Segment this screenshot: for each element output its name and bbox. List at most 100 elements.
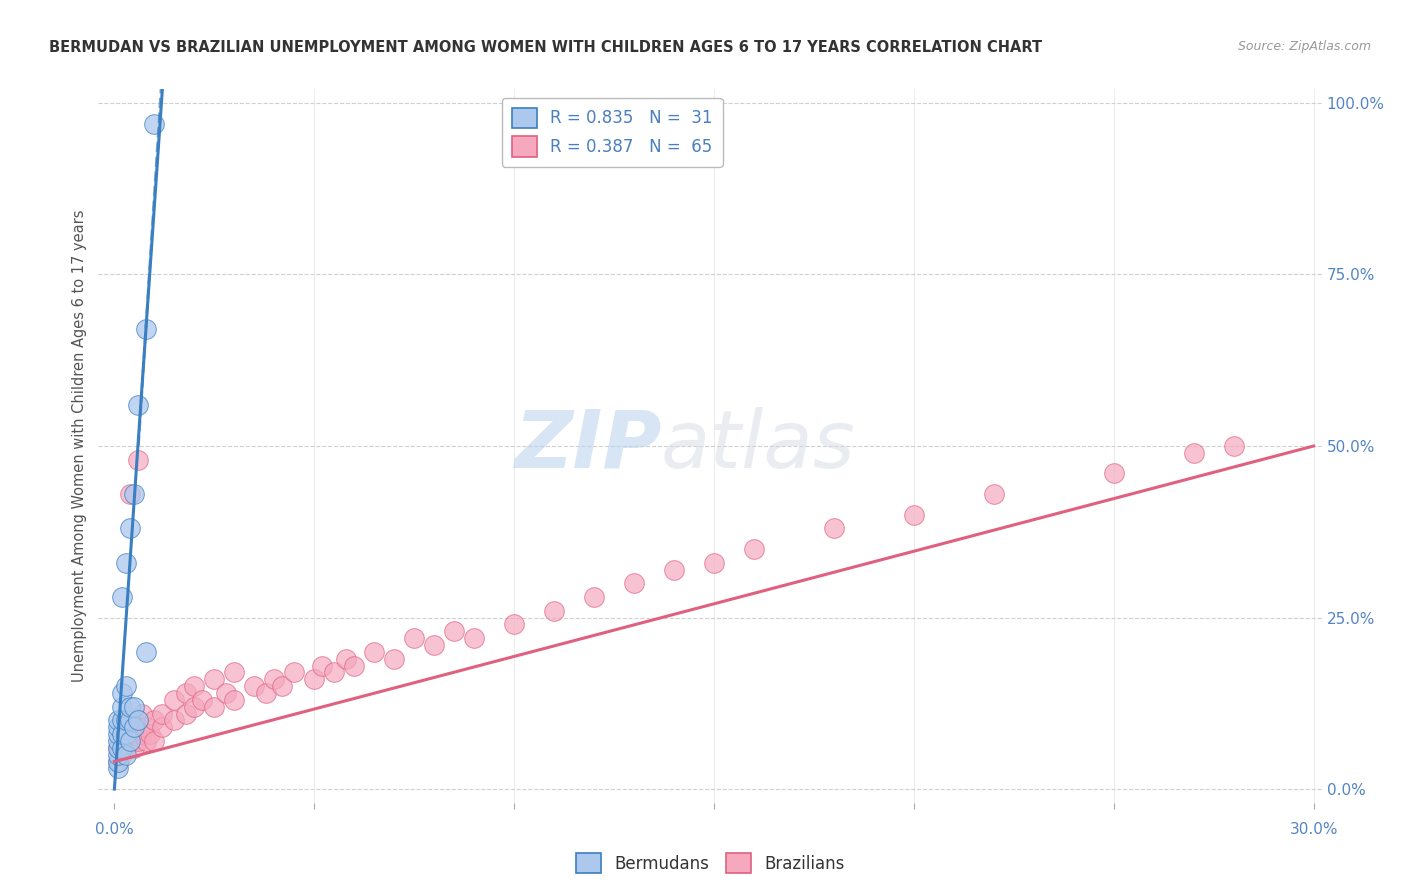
Point	[183, 679, 205, 693]
Point	[243, 679, 266, 693]
Point	[583, 590, 606, 604]
Point	[124, 487, 146, 501]
Point	[120, 521, 142, 535]
Point	[115, 679, 138, 693]
Point	[120, 734, 142, 748]
Point	[343, 658, 366, 673]
Point	[263, 673, 285, 687]
Point	[543, 604, 565, 618]
Point	[124, 699, 146, 714]
Legend: Bermudans, Brazilians: Bermudans, Brazilians	[569, 847, 851, 880]
Point	[323, 665, 346, 680]
Point	[107, 727, 129, 741]
Point	[115, 727, 138, 741]
Point	[115, 747, 138, 762]
Point	[127, 714, 149, 728]
Point	[143, 714, 166, 728]
Point	[215, 686, 238, 700]
Point	[107, 714, 129, 728]
Point	[335, 651, 357, 665]
Point	[135, 645, 157, 659]
Point	[107, 755, 129, 769]
Text: 30.0%: 30.0%	[1289, 822, 1339, 837]
Point	[135, 322, 157, 336]
Point	[120, 714, 142, 728]
Point	[202, 699, 225, 714]
Point	[111, 686, 134, 700]
Point	[224, 665, 246, 680]
Point	[623, 576, 645, 591]
Point	[111, 727, 134, 741]
Point	[703, 556, 725, 570]
Point	[115, 714, 138, 728]
Point	[662, 562, 685, 576]
Point	[107, 740, 129, 755]
Y-axis label: Unemployment Among Women with Children Ages 6 to 17 years: Unemployment Among Women with Children A…	[72, 210, 87, 682]
Point	[135, 720, 157, 734]
Point	[176, 686, 198, 700]
Point	[823, 521, 845, 535]
Point	[742, 541, 765, 556]
Point	[131, 706, 153, 721]
Point	[283, 665, 305, 680]
Point	[150, 706, 173, 721]
Point	[202, 673, 225, 687]
Point	[382, 651, 405, 665]
Point	[111, 734, 134, 748]
Point	[183, 699, 205, 714]
Point	[107, 734, 129, 748]
Point	[111, 714, 134, 728]
Point	[423, 638, 446, 652]
Point	[224, 693, 246, 707]
Point	[127, 398, 149, 412]
Point	[1102, 467, 1125, 481]
Point	[1222, 439, 1244, 453]
Point	[404, 631, 426, 645]
Point	[107, 747, 129, 762]
Point	[107, 755, 129, 769]
Text: ZIP: ZIP	[513, 407, 661, 485]
Point	[131, 727, 153, 741]
Point	[107, 762, 129, 776]
Point	[254, 686, 277, 700]
Point	[127, 714, 149, 728]
Text: BERMUDAN VS BRAZILIAN UNEMPLOYMENT AMONG WOMEN WITH CHILDREN AGES 6 TO 17 YEARS : BERMUDAN VS BRAZILIAN UNEMPLOYMENT AMONG…	[49, 40, 1042, 55]
Point	[163, 714, 186, 728]
Point	[127, 734, 149, 748]
Point	[135, 734, 157, 748]
Point	[443, 624, 465, 639]
Point	[111, 747, 134, 762]
Point	[163, 693, 186, 707]
Point	[903, 508, 925, 522]
Point	[1182, 446, 1205, 460]
Point	[115, 740, 138, 755]
Point	[271, 679, 294, 693]
Point	[111, 590, 134, 604]
Point	[120, 487, 142, 501]
Point	[111, 699, 134, 714]
Text: Source: ZipAtlas.com: Source: ZipAtlas.com	[1237, 40, 1371, 54]
Point	[120, 734, 142, 748]
Point	[463, 631, 485, 645]
Point	[124, 720, 146, 734]
Text: 0.0%: 0.0%	[96, 822, 134, 837]
Point	[115, 556, 138, 570]
Point	[143, 734, 166, 748]
Point	[124, 727, 146, 741]
Point	[139, 727, 162, 741]
Point	[120, 699, 142, 714]
Point	[143, 116, 166, 130]
Point	[176, 706, 198, 721]
Point	[503, 617, 526, 632]
Point	[311, 658, 333, 673]
Point	[983, 487, 1005, 501]
Point	[107, 720, 129, 734]
Point	[150, 720, 173, 734]
Point	[363, 645, 385, 659]
Point	[115, 727, 138, 741]
Point	[127, 452, 149, 467]
Point	[120, 720, 142, 734]
Text: atlas: atlas	[661, 407, 856, 485]
Point	[304, 673, 326, 687]
Point	[191, 693, 214, 707]
